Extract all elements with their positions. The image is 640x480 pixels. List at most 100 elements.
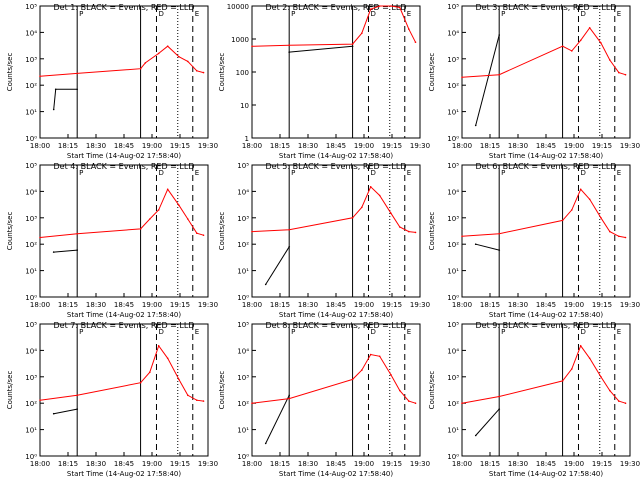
x-tick-label: 18:00 [242, 142, 262, 150]
y-axis-title: Counts/sec [428, 212, 436, 251]
series-lld-point [288, 397, 291, 400]
x-tick-label: 18:30 [508, 142, 528, 150]
series-lld-point [369, 353, 372, 356]
y-tick-label: 10⁴ [237, 347, 249, 355]
y-tick-label: 10⁰ [25, 294, 37, 302]
series-lld-point [579, 345, 582, 347]
x-tick-label: 18:15 [270, 142, 290, 150]
x-tick-label: 18:45 [114, 460, 134, 468]
x-tick-label: 18:00 [242, 301, 262, 309]
marker-label: E [617, 169, 621, 177]
series-lld-point [76, 72, 78, 75]
x-axis-title: Start Time (14-Aug-02 17:58:40) [67, 152, 181, 160]
y-tick-label: 10³ [447, 56, 459, 64]
series-lld-point [498, 232, 501, 235]
series-lld-point [408, 230, 410, 233]
y-tick-label: 10¹ [447, 268, 459, 276]
series-lld-point [139, 67, 142, 70]
marker-label: P [291, 328, 295, 336]
series-events-line [265, 246, 290, 285]
y-tick-label: 10³ [447, 215, 459, 223]
series-events-point [76, 249, 78, 251]
series-events-point [76, 408, 78, 410]
y-axis-title: Counts/sec [218, 212, 226, 251]
x-tick-label: 19:30 [410, 460, 430, 468]
series-lld-point [609, 230, 611, 233]
panel-det-4: Det 4: BLACK = Events, RED = LLD 10⁰ 10¹ 10… [6, 162, 218, 319]
x-tick-label: 18:15 [58, 301, 78, 309]
x-axis-title: Start Time (14-Aug-02 17:58:40) [279, 152, 393, 160]
x-tick-label: 18:45 [536, 142, 556, 150]
marker-label: D [580, 10, 585, 18]
series-lld-point [588, 357, 591, 360]
x-tick-label: 18:45 [536, 301, 556, 309]
marker-label: P [79, 10, 83, 18]
marker-label: D [370, 169, 375, 177]
series-lld-point [251, 230, 253, 233]
series-lld-point [561, 219, 564, 222]
x-tick-label: 18:30 [508, 460, 528, 468]
panel-title: Det 4: BLACK = Events, RED = LLD [54, 162, 195, 171]
series-events-point [52, 412, 55, 415]
series-lld-point [288, 44, 291, 46]
series-events-line [475, 34, 500, 126]
series-lld-point [390, 373, 392, 376]
y-tick-label: 10³ [237, 215, 249, 223]
x-tick-label: 18:45 [536, 460, 556, 468]
series-events-line [53, 88, 78, 110]
x-tick-label: 18:30 [86, 142, 106, 150]
x-tick-label: 18:00 [242, 460, 262, 468]
marker-label: P [501, 10, 505, 18]
x-tick-label: 18:00 [452, 301, 472, 309]
y-tick-label: 10² [25, 82, 37, 90]
panel-title: Det 1: BLACK = Events, RED = LLD [54, 3, 195, 12]
series-lld-point [609, 389, 611, 392]
series-lld-line [251, 353, 416, 404]
series-lld-point [600, 42, 602, 44]
series-events-point [264, 283, 267, 286]
series-lld-point [498, 73, 501, 76]
series-lld-point [624, 402, 627, 405]
panel-title: Det 6: BLACK = Events, RED = LLD [476, 162, 617, 171]
series-lld-point [399, 389, 401, 392]
series-lld-point [149, 371, 151, 374]
y-tick-label: 10⁰ [447, 453, 459, 461]
x-tick-label: 18:15 [270, 460, 290, 468]
x-tick-label: 19:00 [142, 460, 162, 468]
x-axis-title: Start Time (14-Aug-02 17:58:40) [67, 470, 181, 478]
x-tick-label: 18:30 [298, 460, 318, 468]
x-tick-label: 18:00 [452, 142, 472, 150]
plot-frame [461, 164, 631, 298]
x-tick-label: 18:15 [58, 142, 78, 150]
series-lld-point [202, 234, 205, 236]
y-tick-label: 10⁵ [25, 321, 37, 329]
marker-label: D [580, 169, 585, 177]
marker-label: P [79, 328, 83, 336]
series-events-point [351, 45, 354, 48]
series-lld-point [461, 235, 463, 238]
series-lld-line [251, 5, 416, 47]
series-lld-point [390, 212, 392, 214]
marker-label: E [617, 10, 621, 18]
series-lld-point [624, 73, 627, 76]
y-tick-label: 10⁵ [237, 162, 249, 170]
series-lld-point [351, 217, 354, 219]
series-lld-line [461, 26, 626, 78]
marker-label: E [195, 169, 199, 177]
x-tick-label: 18:45 [326, 460, 346, 468]
x-tick-label: 19:00 [564, 142, 584, 150]
series-lld-line [39, 344, 204, 402]
plot-frame [461, 323, 631, 457]
panel-det-8: Det 8: BLACK = Events, RED = LLD 10⁰ 10¹ 10… [218, 321, 430, 478]
series-lld-line [461, 188, 626, 238]
series-lld-point [196, 70, 198, 72]
series-lld-point [351, 378, 354, 381]
marker-label: P [501, 328, 505, 336]
marker-label: P [79, 169, 83, 177]
y-tick-label: 10⁵ [237, 321, 249, 329]
series-lld-point [378, 5, 381, 7]
x-tick-label: 19:30 [410, 142, 430, 150]
y-tick-label: 10⁰ [447, 294, 459, 302]
y-tick-label: 10⁴ [25, 347, 37, 355]
panel-title: Det 3: BLACK = Events, RED = LLD [476, 3, 617, 12]
